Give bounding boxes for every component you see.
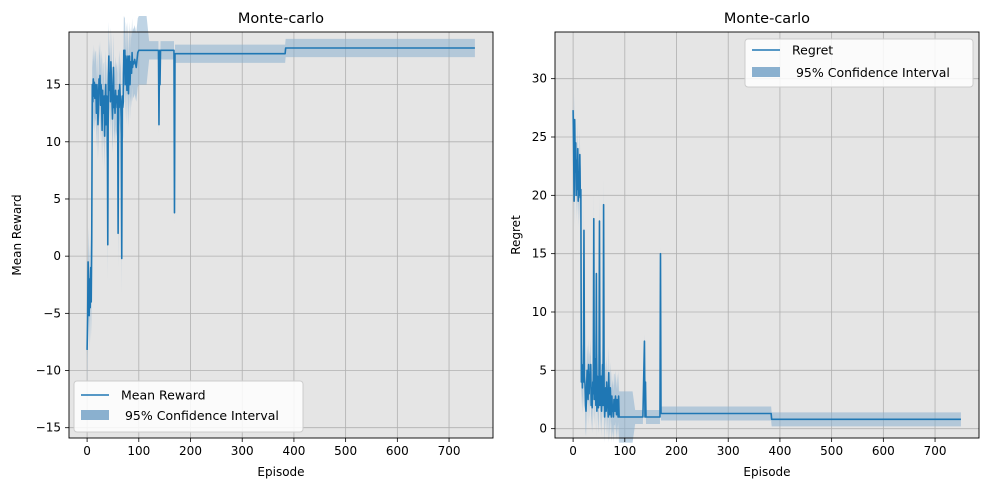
legend-label-regret: Regret [792, 43, 833, 58]
x-tick-label: 100 [127, 444, 150, 458]
x-tick-label: 300 [717, 444, 740, 458]
chart-title: Monte-carlo [724, 11, 810, 27]
x-tick-label: 0 [569, 444, 577, 458]
confidence-band [87, 15, 475, 385]
regret-chart: 0 100 200 300 400 500 600 700 0 5 10 15 20 25 30 Mont… [509, 11, 980, 479]
x-tick-label: 600 [872, 444, 895, 458]
legend: Mean Reward 95% Confidence Interval [73, 380, 304, 433]
y-tick-label: −10 [36, 364, 61, 378]
series-line [572, 110, 961, 421]
x-axis-label: Episode [257, 465, 304, 479]
x-tick-label: 600 [386, 444, 409, 458]
x-tick-label: 0 [83, 444, 91, 458]
y-tick-label: 20 [532, 188, 547, 202]
plot-frame [554, 31, 980, 439]
legend-box [73, 380, 304, 433]
y-tick-label: 5 [539, 363, 547, 377]
y-tick-label: 0 [539, 422, 547, 436]
series-regret [572, 110, 961, 421]
y-tick-label: −15 [36, 421, 61, 435]
legend-band-swatch [752, 67, 780, 77]
x-tick-label: 700 [924, 444, 947, 458]
y-tick-label: −5 [43, 306, 61, 320]
y-axis-label: Mean Reward [10, 194, 24, 275]
x-tick-label: 500 [334, 444, 357, 458]
grid [555, 32, 979, 438]
series-line [86, 47, 475, 350]
y-ticks: 0 5 10 15 20 25 30 [532, 72, 555, 436]
series-mean-reward [86, 47, 475, 350]
confidence-interval-area [87, 15, 475, 385]
y-tick-label: 10 [46, 135, 61, 149]
y-tick-label: 10 [532, 305, 547, 319]
x-ticks: 0 100 200 300 400 500 600 700 [569, 438, 947, 458]
x-tick-label: 700 [438, 444, 461, 458]
legend-band-swatch [81, 410, 109, 420]
y-tick-label: 30 [532, 72, 547, 86]
mean-reward-chart: 0 100 200 300 400 500 600 700 −15 −10 −5 0 5 10 15 Mo… [10, 11, 494, 479]
x-tick-label: 200 [665, 444, 688, 458]
x-tick-label: 400 [282, 444, 305, 458]
x-axis-label: Episode [743, 465, 790, 479]
x-tick-label: 400 [768, 444, 791, 458]
x-tick-label: 300 [231, 444, 254, 458]
y-ticks: −15 −10 −5 0 5 10 15 [36, 78, 69, 435]
chart-title: Monte-carlo [238, 11, 324, 27]
legend-label-confidence-interval: 95% Confidence Interval [792, 65, 950, 80]
x-ticks: 0 100 200 300 400 500 600 700 [83, 438, 461, 458]
legend: Regret 95% Confidence Interval [744, 38, 974, 88]
x-tick-label: 200 [179, 444, 202, 458]
y-tick-label: 25 [532, 130, 547, 144]
plot-frame [68, 31, 494, 439]
x-tick-label: 500 [820, 444, 843, 458]
y-tick-label: 0 [53, 249, 61, 263]
legend-box [744, 38, 974, 88]
y-axis-label: Regret [509, 215, 523, 255]
y-tick-label: 5 [53, 192, 61, 206]
legend-label-confidence-interval: 95% Confidence Interval [121, 408, 279, 423]
legend-label-mean-reward: Mean Reward [121, 388, 206, 403]
x-tick-label: 100 [613, 444, 636, 458]
y-tick-label: 15 [46, 78, 61, 92]
y-tick-label: 15 [532, 247, 547, 261]
